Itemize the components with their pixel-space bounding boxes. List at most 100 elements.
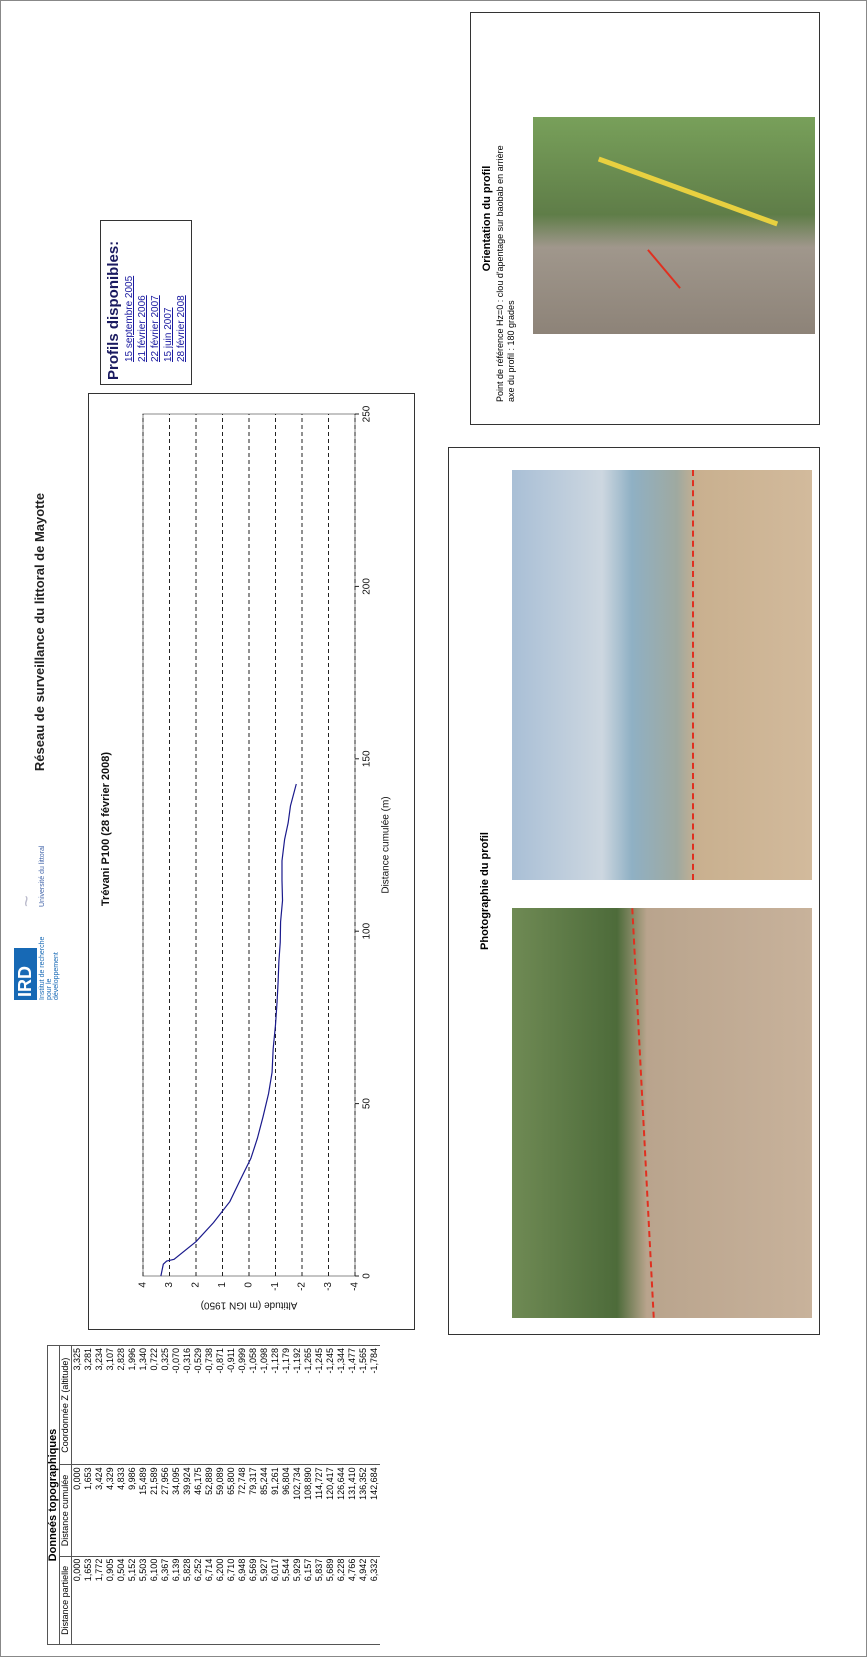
profile-link[interactable]: 21 février 2006 (137, 295, 148, 362)
table-cell: -1,192 (292, 1345, 303, 1465)
table-cell: -1,565 (358, 1345, 369, 1465)
column-header: Distance cumulée (59, 1464, 72, 1557)
table-row: 5,503 15,489 1,340 (138, 1345, 149, 1645)
table-cell: 5,828 (182, 1556, 193, 1645)
table-row: 6,200 59,089 -0,871 (215, 1345, 226, 1645)
table-cell: 6,714 (204, 1556, 215, 1645)
table-cell: 5,152 (127, 1556, 138, 1645)
table-row: 5,689 120,417 -1,245 (325, 1345, 336, 1645)
table-row: 0,905 4,329 3,107 (105, 1345, 116, 1645)
x-tick-label: 100 (362, 922, 373, 939)
table-cell: 6,252 (193, 1556, 204, 1645)
table-cell: 3,424 (94, 1464, 105, 1557)
table-cell: -1,128 (270, 1345, 281, 1465)
table-body: 0,000 0,000 3,325 1,653 1,653 3,281 1,772 3,424… (71, 1345, 380, 1645)
table-cell: 91,261 (270, 1464, 281, 1557)
page-title: Réseau de surveillance du littoral de Ma… (32, 492, 47, 772)
table-cell: 79,317 (248, 1464, 259, 1557)
table-cell: -1,784 (369, 1345, 380, 1465)
table-row: 6,367 27,956 0,325 (160, 1345, 171, 1645)
table-cell: 6,332 (369, 1556, 380, 1645)
profiles-links: 15 septembre 2005 21 février 2006 22 févri… (124, 225, 187, 380)
orientation-text: Point de référence Hz=0 : clou d'apentag… (495, 145, 517, 402)
table-row: 6,139 34,095 -0,070 (171, 1345, 182, 1645)
table-cell: 3,107 (105, 1345, 116, 1465)
y-tick-label: 1 (217, 1282, 228, 1288)
table-cell: 6,200 (215, 1556, 226, 1645)
photo-panel: Photographie du profil (448, 447, 820, 1335)
table-row: 5,544 96,804 -1,179 (281, 1345, 292, 1645)
y-tick-label: 0 (244, 1282, 255, 1288)
table-cell: 0,000 (71, 1464, 83, 1557)
table-cell: -0,070 (171, 1345, 182, 1465)
table-title: Donneés topographiques (47, 1345, 60, 1645)
table-row: 5,837 114,727 -1,245 (314, 1345, 325, 1645)
profile-link[interactable]: 28 février 2008 (176, 295, 187, 362)
table-cell: 0,504 (116, 1556, 127, 1645)
table-cell: 131,410 (347, 1464, 358, 1557)
y-tick-label: -2 (297, 1282, 308, 1291)
profile-link[interactable]: 15 septembre 2005 (124, 275, 135, 362)
table-cell: 108,890 (303, 1464, 314, 1557)
table-cell: 1,340 (138, 1345, 149, 1465)
table-cell: 142,684 (369, 1464, 380, 1557)
profile-link[interactable]: 15 juin 2007 (163, 307, 174, 363)
tripod-leg (597, 156, 779, 227)
table-cell: 0,325 (160, 1345, 171, 1465)
table-cell: 3,281 (83, 1345, 94, 1465)
table-row: 0,000 0,000 3,325 (71, 1345, 83, 1645)
chart: Trévani P100 (28 février 2008) Distance … (100, 405, 392, 1310)
y-tick-label: -3 (323, 1282, 334, 1291)
y-tick-label: -1 (270, 1282, 281, 1291)
table-cell: 5,927 (259, 1556, 270, 1645)
logo-univ: ~ Université du littoral (16, 837, 66, 907)
logo-ird: IRD Institut de recherche pour le dévelo… (14, 920, 70, 1000)
table-cell: 96,804 (281, 1464, 292, 1557)
x-tick-label: 200 (362, 578, 373, 595)
y-tick-label: -4 (350, 1282, 361, 1291)
table-cell: 6,100 (149, 1556, 160, 1645)
table-cell: 1,996 (127, 1345, 138, 1465)
table-cell: 4,942 (358, 1556, 369, 1645)
table-row: 6,714 52,889 -0,738 (204, 1345, 215, 1645)
table-cell: 39,924 (182, 1464, 193, 1557)
table-cell: 34,095 (171, 1464, 182, 1557)
orientation-line: axe du profil : 180 grades (506, 300, 516, 402)
photo-beach-1 (512, 908, 812, 1318)
photo-beach-2 (512, 470, 812, 880)
column-header: Distance partielle (59, 1556, 72, 1645)
table-cell: 6,139 (171, 1556, 182, 1645)
y-axis-label: Altitude (m IGN 1950) (201, 1299, 298, 1310)
table-row: 6,710 65,800 -0,911 (226, 1345, 237, 1645)
table-row: 6,100 21,589 0,722 (149, 1345, 160, 1645)
table-cell: 9,986 (127, 1464, 138, 1557)
table-cell: 6,948 (237, 1556, 248, 1645)
table-row: 5,152 9,986 1,996 (127, 1345, 138, 1645)
table-cell: 21,589 (149, 1464, 160, 1557)
profile-line (160, 783, 297, 1277)
table-cell: 4,329 (105, 1464, 116, 1557)
table-cell: -1,245 (314, 1345, 325, 1465)
table-cell: 6,157 (303, 1556, 314, 1645)
table-cell: 3,234 (94, 1345, 105, 1465)
column-header: Coordonnée Z (altitude) (59, 1345, 72, 1465)
table-row: 6,157 108,890 -1,265 (303, 1345, 314, 1645)
table-cell: 6,367 (160, 1556, 171, 1645)
arrow (647, 249, 681, 289)
table-cell: 2,828 (116, 1345, 127, 1465)
table-cell: 0,905 (105, 1556, 116, 1645)
table-cell: 65,800 (226, 1464, 237, 1557)
table-cell: 85,244 (259, 1464, 270, 1557)
table-cell: 114,727 (314, 1464, 325, 1557)
logo-ird-text: Institut de recherche pour le développem… (39, 936, 60, 1000)
table-cell: -1,344 (336, 1345, 347, 1465)
table-row: 6,017 91,261 -1,128 (270, 1345, 281, 1645)
table-cell: 1,653 (83, 1464, 94, 1557)
table-row: 5,927 85,244 -1,098 (259, 1345, 270, 1645)
profile-link[interactable]: 22 février 2007 (150, 295, 161, 362)
table-row: 1,653 1,653 3,281 (83, 1345, 94, 1645)
table-cell: -1,245 (325, 1345, 336, 1465)
table-cell: -0,316 (182, 1345, 193, 1465)
y-tick-label: 2 (191, 1282, 202, 1288)
logo-ird-mark: IRD (14, 948, 37, 1000)
